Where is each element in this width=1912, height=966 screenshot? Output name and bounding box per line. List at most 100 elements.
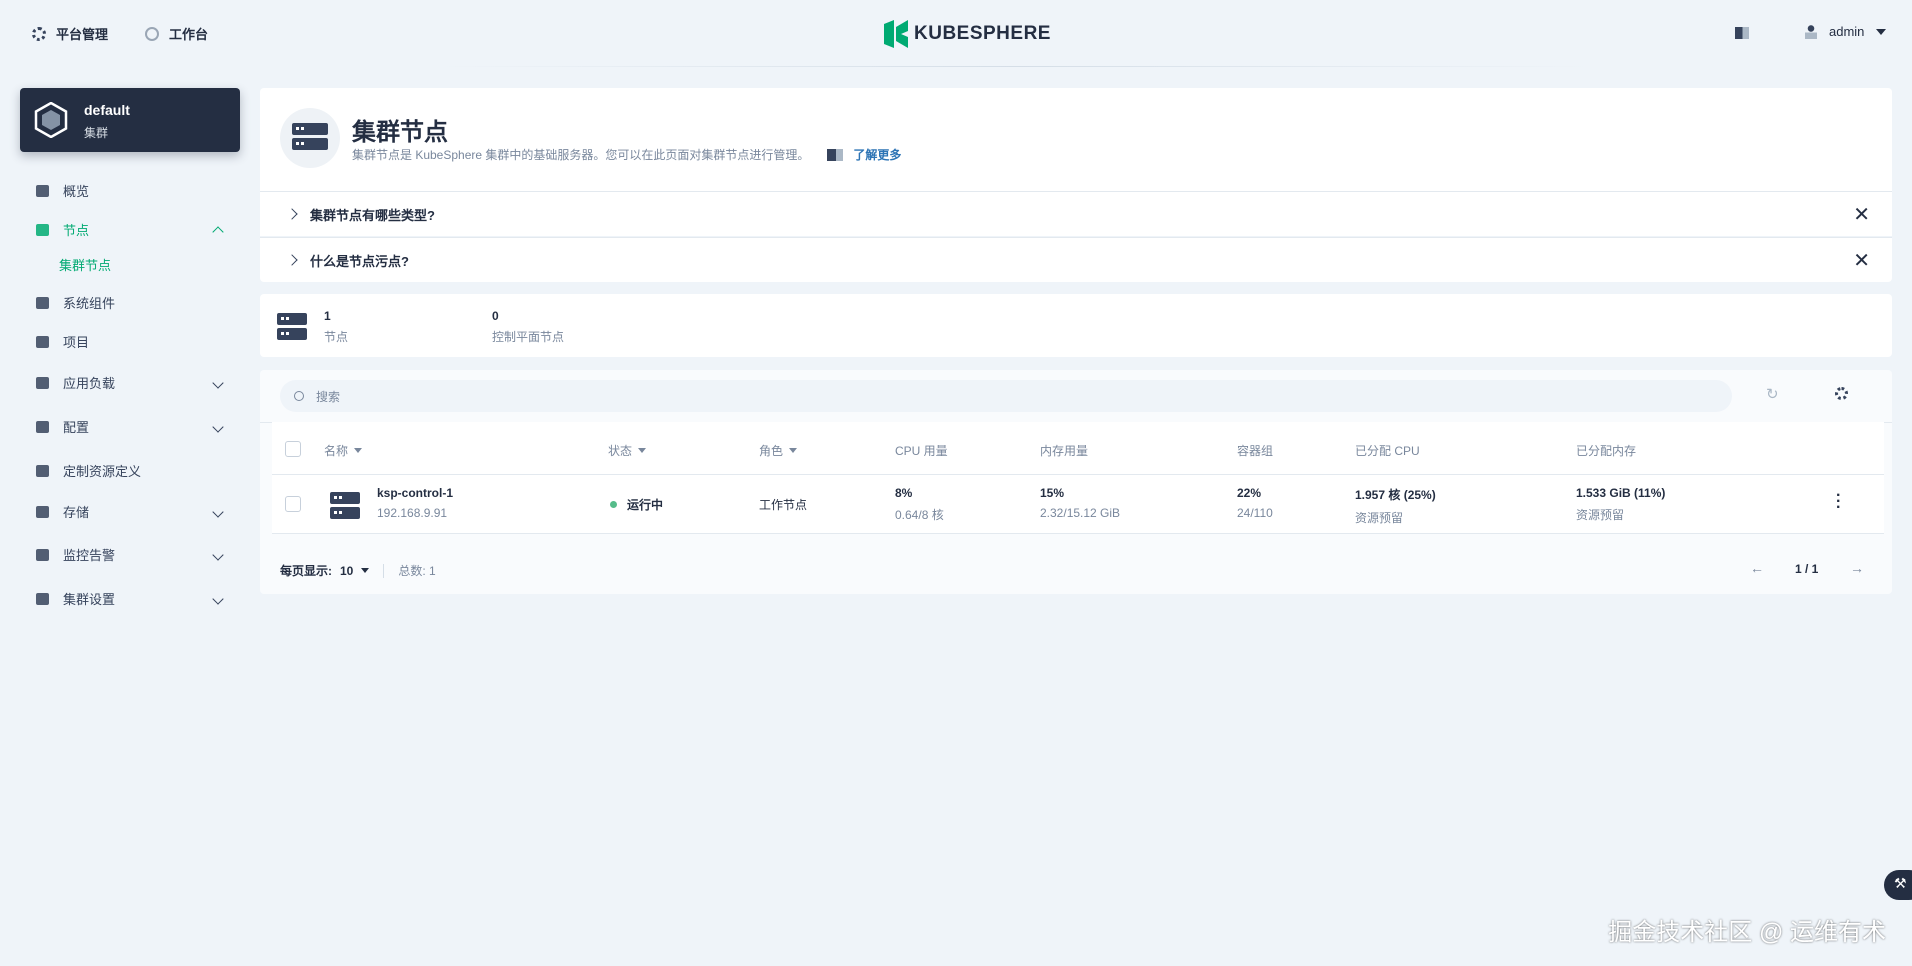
stats-card: 1 节点 0 控制平面节点 <box>260 294 1892 357</box>
role-cell: 工作节点 <box>759 498 808 512</box>
refresh-icon[interactable]: ↻ <box>1766 386 1779 403</box>
search-placeholder: 搜索 <box>316 389 341 404</box>
workbench-nav[interactable]: 工作台 <box>145 24 208 43</box>
sidebar-item-label: 监控告警 <box>63 548 116 563</box>
monitor-icon <box>36 548 49 561</box>
column-header-label: 已分配 CPU <box>1355 444 1420 458</box>
caret-down-icon <box>361 568 370 573</box>
memory-detail: 2.32/15.12 GiB <box>1040 506 1121 520</box>
sidebar-item[interactable]: 存储 <box>36 502 226 521</box>
gear-icon <box>32 26 46 41</box>
column-header-label: 容器组 <box>1237 444 1274 458</box>
docs-icon[interactable] <box>1735 27 1749 39</box>
toolbox-button[interactable]: ⚒ <box>1884 870 1912 900</box>
sort-icon <box>354 448 363 453</box>
cluster-name: default <box>84 102 130 118</box>
node-count: 1 <box>324 309 331 323</box>
sidebar-item[interactable]: 应用负载 <box>36 373 226 392</box>
user-menu[interactable]: admin <box>1805 24 1887 39</box>
logo-text: KUBESPHERE <box>914 23 1051 44</box>
close-icon[interactable]: ✕ <box>1853 249 1870 272</box>
faq-question: 集群节点有哪些类型? <box>310 207 435 223</box>
storage-icon <box>36 505 49 518</box>
cpu-usage: 8% <box>895 486 913 500</box>
close-icon[interactable]: ✕ <box>1853 203 1870 226</box>
crd-icon <box>36 464 49 477</box>
dashboard-icon <box>36 184 49 197</box>
nodes-icon <box>277 313 307 341</box>
kubesphere-logo-icon <box>884 20 908 48</box>
sidebar-item-label: 系统组件 <box>63 296 116 311</box>
learn-more-link[interactable]: 了解更多 <box>853 148 902 162</box>
sidebar-item-label: 配置 <box>63 420 90 435</box>
sidebar-item[interactable]: 监控告警 <box>36 545 226 564</box>
sidebar-item-label: 存储 <box>63 505 90 520</box>
sort-icon <box>789 448 798 453</box>
cluster-card[interactable]: default 集群 <box>20 88 240 152</box>
allocated-memory: 1.533 GiB (11%) <box>1576 486 1666 500</box>
sidebar-item-label: 集群节点 <box>59 258 112 273</box>
faq-item[interactable]: 集群节点有哪些类型? ✕ <box>260 191 1892 236</box>
node-icon <box>330 492 360 520</box>
column-header[interactable]: 状态 <box>608 442 647 459</box>
row-checkbox[interactable] <box>285 496 301 512</box>
divider <box>440 66 1590 67</box>
page-indicator: 1 / 1 <box>1795 562 1819 576</box>
sidebar-item[interactable]: 配置 <box>36 417 226 436</box>
appcluster-icon <box>36 376 49 389</box>
page-header: 集群节点 集群节点是 KubeSphere 集群中的基础服务器。您可以在此页面对… <box>260 88 1892 191</box>
next-page-icon[interactable]: → <box>1850 560 1864 576</box>
dashboard-icon <box>145 26 159 41</box>
total-count: 总数: 1 <box>398 564 436 578</box>
cluster-type: 集群 <box>84 126 109 140</box>
logo[interactable]: KUBESPHERE <box>884 20 1051 48</box>
book-icon <box>827 148 844 161</box>
column-header-label: 状态 <box>608 444 633 458</box>
memory-usage: 15% <box>1040 486 1065 500</box>
column-header[interactable]: 角色 <box>759 442 798 459</box>
sidebar-item-label: 项目 <box>63 335 90 350</box>
sidebar-item-label: 概览 <box>63 184 90 199</box>
gear-icon <box>36 592 49 605</box>
sidebar-item[interactable]: 系统组件 <box>36 293 226 312</box>
cpu-detail: 0.64/8 核 <box>895 508 944 522</box>
search-icon <box>294 391 304 401</box>
pagination-size[interactable]: 每页显示: 10 总数: 1 <box>280 562 436 579</box>
username: admin <box>1829 24 1865 39</box>
sidebar-item[interactable]: 集群设置 <box>36 589 226 608</box>
node-name-cell[interactable]: ksp-control-1 192.168.9.91 <box>377 486 453 520</box>
caret-down-icon <box>1876 28 1887 35</box>
components-icon <box>36 296 49 309</box>
chevron-down-icon <box>212 505 224 518</box>
sidebar-item[interactable]: 定制资源定义 <box>36 461 226 480</box>
sidebar-item[interactable]: 项目 <box>36 332 226 351</box>
node-name[interactable]: ksp-control-1 <box>377 486 454 500</box>
sidebar-item[interactable]: 集群节点 <box>59 255 249 274</box>
more-icon[interactable]: · · · <box>1836 487 1842 516</box>
search-input[interactable]: 搜索 <box>280 380 1732 412</box>
pods-detail: 24/110 <box>1237 506 1273 520</box>
user-icon <box>1805 24 1817 39</box>
page-size-label: 每页显示: <box>280 564 332 578</box>
gear-icon[interactable] <box>1835 387 1848 400</box>
table <box>272 422 1884 533</box>
allocated-cpu: 1.957 核 (25%) <box>1355 488 1436 502</box>
column-header: 已分配内存 <box>1576 442 1636 459</box>
status-text: 运行中 <box>627 498 664 512</box>
project-icon <box>36 335 49 348</box>
page-size-select[interactable]: 10 <box>340 563 354 578</box>
chevron-down-icon <box>212 420 224 433</box>
prev-page-icon[interactable]: ← <box>1750 560 1764 576</box>
faq-item[interactable]: 什么是节点污点? ✕ <box>260 237 1892 282</box>
select-all-checkbox[interactable] <box>285 441 301 457</box>
column-header[interactable]: 名称 <box>324 442 363 459</box>
control-plane-label: 控制平面节点 <box>492 330 565 344</box>
column-header-label: 内存用量 <box>1040 444 1089 458</box>
cluster-icon <box>34 102 68 138</box>
page-title: 集群节点 <box>352 119 448 146</box>
watermark: 掘金技术社区 @ 运维有术 <box>1608 919 1886 946</box>
platform-nav[interactable]: 平台管理 <box>32 24 108 43</box>
sidebar-item[interactable]: 概览 <box>36 181 226 200</box>
hammer-icon <box>36 420 49 433</box>
sidebar-item[interactable]: 节点 <box>36 220 226 239</box>
